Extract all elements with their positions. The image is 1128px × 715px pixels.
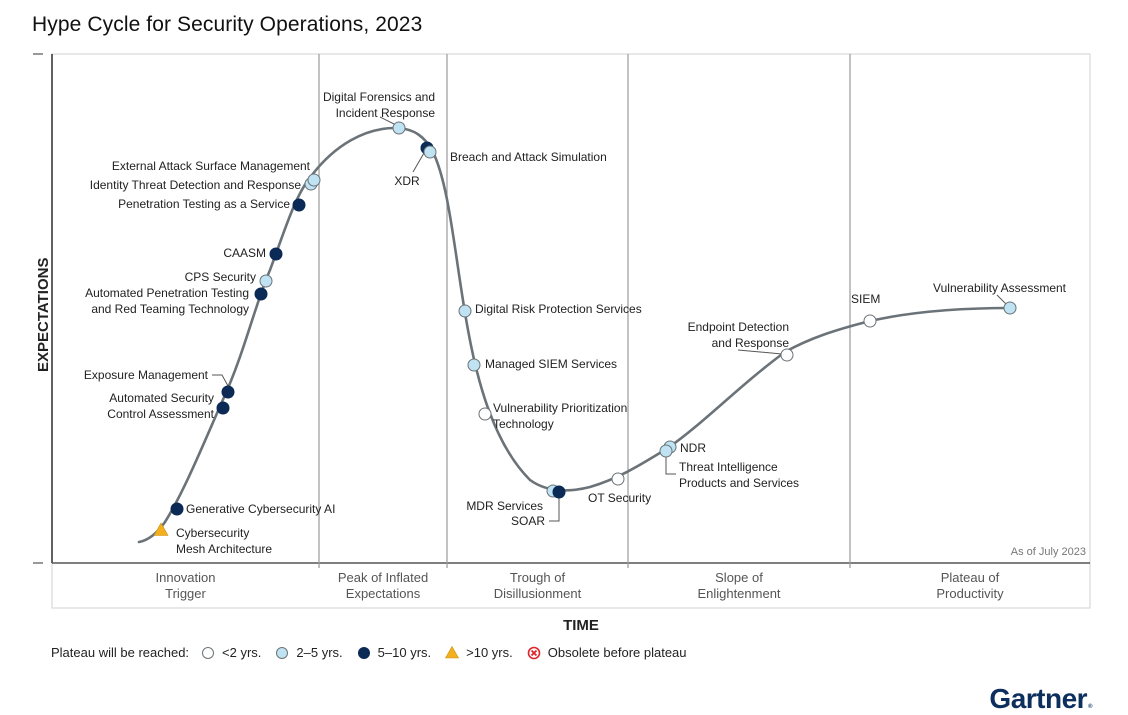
marker-breach-and-attack-simulation [423,145,437,159]
label-managed-siem-services: Managed SIEM Services [485,357,617,371]
legend-item-lt2: <2 yrs. [201,645,261,660]
label-cps-security: CPS Security [185,270,256,284]
marker-vulnerability-prioritization-technology [478,407,492,421]
legend-item-5to10: 5–10 yrs. [357,645,431,660]
legend-item-obsolete: Obsolete before plateau [527,645,687,660]
gartner-logo: Gartner® [989,683,1092,715]
legend-item-2to5: 2–5 yrs. [275,645,343,660]
marker-caasm [269,247,283,261]
label-endpoint-detection-and-response: Endpoint Detection and Response [688,320,790,350]
marker-digital-risk-protection-services [458,304,472,318]
legend-swatch-lt2 [202,646,215,659]
hype-curve [137,126,1012,544]
marker-automated-penetration-testing-and-red-teaming-technology [254,287,268,301]
legend-label-5to10: 5–10 yrs. [377,645,432,660]
marker-managed-siem-services [467,358,481,372]
legend-symbol-obsolete-icon [527,646,541,659]
marker-penetration-testing-as-a-service [292,198,306,212]
marker-ot-security [611,472,625,486]
marker-generative-cybersecurity-ai [170,502,184,516]
label-soar: SOAR [511,514,545,528]
phase-labels: Innovation Trigger Peak of Inflated Expecta… [156,570,1005,601]
phase-label-peak-of-inflated-expectations: Peak of Inflated Expectations [338,570,428,601]
legend-label-2to5: 2–5 yrs. [296,645,343,660]
marker-threat-intelligence-products-and-services [659,444,673,458]
label-exposure-management: Exposure Management [84,368,209,382]
innovation-markers [153,121,1017,536]
x-axis-label: TIME [563,617,599,634]
marker-vulnerability-assessment [1003,301,1017,315]
leader-line-soar [549,497,560,522]
leader-line-threat-intelligence-products-and-services [665,456,676,475]
marker-automated-security-control-assessment [216,401,230,415]
leader-line-endpoint-detection-and-response [737,349,783,355]
marker-cybersecurity-mesh-architecture [153,522,169,536]
marker-digital-forensics-and-incident-response [392,121,406,135]
legend-symbol-5to10-icon [357,646,370,659]
label-vulnerability-prioritization-technology: Vulnerability Prioritization Technology [493,401,627,431]
legend-label-lt2: <2 yrs. [222,645,262,660]
phase-label-plateau-of-productivity: Plateau of Productivity [936,570,1004,601]
leader-line-vulnerability-assessment [996,294,1007,305]
marker-external-attack-surface-management [307,173,321,187]
label-threat-intelligence-products-and-services: Threat Intelligence Products and Services [679,460,799,490]
marker-cps-security [259,274,273,288]
label-generative-cybersecurity-ai: Generative Cybersecurity AI [186,502,335,516]
label-external-attack-surface-management: External Attack Surface Management [112,159,311,173]
label-cybersecurity-mesh-architecture: Cybersecurity Mesh Architecture [176,526,272,556]
legend-symbol-lt2-icon [202,646,215,659]
leader-line-exposure-management [212,374,229,387]
label-breach-and-attack-simulation: Breach and Attack Simulation [450,150,607,164]
label-ndr: NDR [680,441,706,455]
legend-swatch-obsolete [527,646,541,659]
label-penetration-testing-as-a-service: Penetration Testing as a Service [118,197,290,211]
brand-mark: ® [1088,704,1092,710]
label-vulnerability-assessment: Vulnerability Assessment [933,281,1067,295]
leader-line-digital-forensics-and-incident-response [379,116,395,125]
legend-item-gt10: >10 yrs. [445,645,513,660]
phase-dividers [318,54,851,568]
marker-endpoint-detection-and-response [780,348,794,362]
chart-title: Hype Cycle for Security Operations, 2023 [32,13,423,36]
legend-symbol-gt10-icon [445,645,460,658]
legend-label-gt10: >10 yrs. [466,645,513,660]
legend: Plateau will be reached: <2 yrs. 2–5 yrs.… [51,645,687,660]
label-digital-forensics-and-incident-response: Digital Forensics and Incident Response [323,90,435,120]
label-automated-penetration-testing-and-red-teaming-technology: Automated Penetration Testing and Red Tea… [85,286,249,316]
phase-label-innovation-trigger: Innovation Trigger [156,570,216,601]
marker-siem [863,314,877,328]
leader-line-xdr [412,152,425,173]
brand-name: Gartner [989,683,1088,714]
innovation-labels: Cybersecurity Mesh Architecture Generative… [84,90,1067,556]
legend-swatch-2to5 [276,646,289,659]
legend-symbol-2to5-icon [276,646,289,659]
legend-title: Plateau will be reached: [51,645,190,660]
phase-label-slope-of-enlightenment: Slope of Enlightenment [697,570,780,601]
as-of-date: As of July 2023 [1011,546,1086,558]
chart-frame [51,53,1091,609]
label-automated-security-control-assessment: Automated Security Control Assessment [107,391,214,421]
label-mdr-services: MDR Services [466,499,543,513]
leader-lines [212,116,1007,522]
label-siem: SIEM [851,292,880,306]
y-axis-label: EXPECTATIONS [35,258,52,372]
label-identity-threat-detection-and-response: Identity Threat Detection and Response [90,178,302,192]
marker-exposure-management [221,385,235,399]
label-ot-security: OT Security [588,491,651,505]
legend-swatch-gt10 [445,645,460,658]
phase-label-trough-of-disillusionment: Trough of Disillusionment [494,570,582,601]
legend-swatch-5to10 [357,646,370,659]
marker-soar [552,485,566,499]
legend-label-obsolete: Obsolete before plateau [547,645,687,660]
label-caasm: CAASM [223,246,266,260]
label-digital-risk-protection-services: Digital Risk Protection Services [475,302,642,316]
label-xdr: XDR [394,174,420,188]
